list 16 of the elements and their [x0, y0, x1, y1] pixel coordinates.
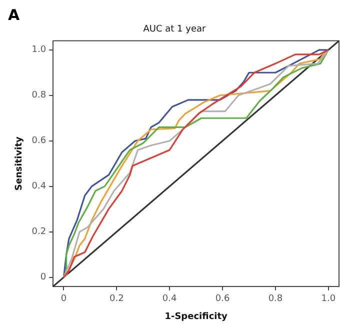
y-tick-label: 0.2 — [32, 227, 46, 238]
y-tick-label: 0.8 — [32, 90, 46, 101]
x-tick-label: 0.4 — [162, 294, 178, 304]
y-tick-label: 1.0 — [32, 45, 46, 56]
x-tick-label: 0.6 — [215, 294, 230, 304]
x-tick-label: 0 — [60, 294, 67, 304]
y-axis-title: Sensitivity — [14, 136, 25, 191]
chart-title: AUC at 1 year — [143, 24, 206, 35]
x-axis-title: 1-Specificity — [164, 312, 228, 322]
y-tick-label: 0.6 — [32, 136, 46, 146]
x-tick-label: 1.0 — [321, 294, 336, 304]
y-tick-label: 0 — [40, 272, 46, 283]
y-tick-label: 0.4 — [32, 182, 46, 192]
x-tick-label: 0.2 — [109, 294, 124, 304]
text: A — [8, 6, 20, 24]
x-tick-label: 0.8 — [268, 294, 283, 304]
